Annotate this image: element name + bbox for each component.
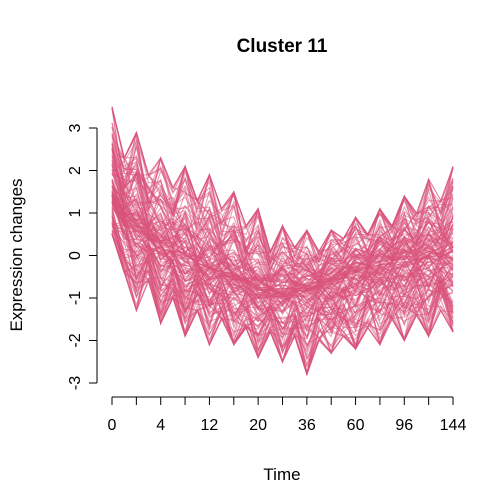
series-line	[111, 132, 454, 274]
series-line-upper	[111, 106, 454, 253]
series-line	[111, 141, 454, 283]
series-line-lower	[111, 234, 454, 377]
series-line	[111, 160, 454, 292]
y-tick-label: 1	[67, 208, 84, 217]
series-line	[111, 160, 454, 294]
y-tick-label: 2	[67, 166, 84, 175]
x-tick-label: 36	[298, 417, 316, 434]
x-axis: 0 4 12 20 36 60 96 144	[108, 396, 467, 434]
x-tick-label: 4	[156, 417, 165, 434]
y-tick-label: -1	[67, 291, 84, 305]
x-tick-label: 60	[347, 417, 365, 434]
series-line	[111, 192, 454, 333]
series-line	[111, 194, 454, 326]
series-line	[111, 194, 454, 318]
y-axis: -3 -2 -1 0 1 2 3	[67, 123, 98, 390]
y-tick-label: -2	[67, 333, 84, 347]
series-line	[111, 173, 454, 287]
x-tick-label: 144	[440, 417, 467, 434]
y-tick-label: 0	[67, 251, 84, 260]
series-line	[111, 200, 454, 323]
x-tick-label: 96	[395, 417, 413, 434]
x-tick-label: 0	[108, 417, 117, 434]
y-tick-label: -3	[67, 376, 84, 390]
x-tick-label: 12	[201, 417, 219, 434]
series-line	[111, 133, 454, 281]
series-line	[111, 160, 454, 291]
series-line	[111, 229, 454, 355]
series-line	[111, 222, 454, 377]
series-line	[111, 137, 454, 285]
x-axis-label: Time	[263, 465, 300, 484]
series-line	[111, 147, 454, 286]
y-tick-label: 3	[67, 123, 84, 132]
plot-area	[111, 106, 454, 377]
series-line	[111, 191, 454, 322]
x-tick-label: 20	[249, 417, 267, 434]
series-line	[111, 200, 454, 308]
series-line	[111, 164, 454, 276]
series-line	[111, 193, 454, 284]
series-line	[111, 182, 454, 303]
chart-title: Cluster 11	[237, 36, 328, 57]
y-axis-label: Expression changes	[7, 178, 26, 331]
